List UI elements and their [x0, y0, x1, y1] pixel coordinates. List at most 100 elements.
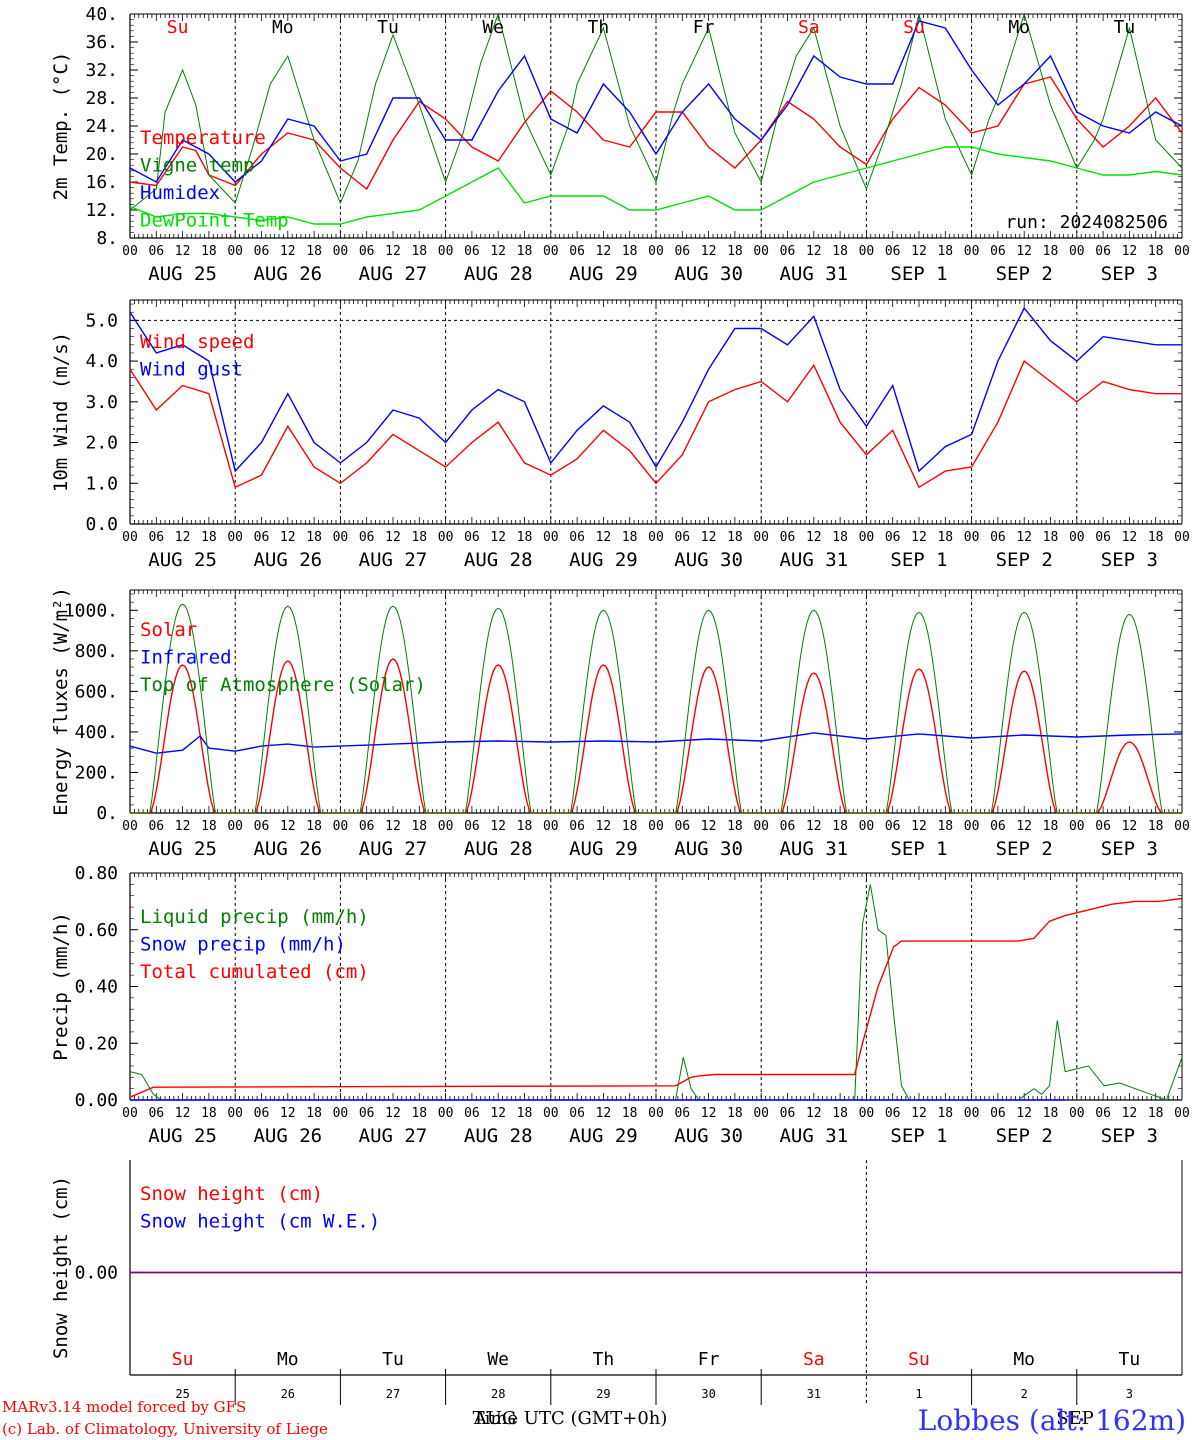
hour-tick-label: 12	[911, 530, 927, 545]
y-tick-label: 1.0	[85, 473, 118, 494]
y-tick-label: 0.80	[75, 863, 118, 884]
y-tick-label: 600.	[75, 681, 118, 702]
hour-tick-label: 00	[859, 530, 875, 545]
y-tick-label: 12.	[85, 200, 118, 221]
day-number: 27	[386, 1387, 400, 1401]
weekday-label-bottom: Mo	[277, 1349, 299, 1370]
hour-tick-label: 18	[411, 819, 427, 834]
legend-entry: Infrared	[140, 647, 232, 669]
hour-tick-label: 18	[1148, 244, 1164, 259]
hour-tick-label: 18	[937, 819, 953, 834]
hour-tick-label: 18	[832, 530, 848, 545]
series-line-total-cumulated-cm-	[129, 897, 1183, 1098]
hour-tick-label: 12	[385, 1106, 401, 1121]
hour-tick-label: 06	[359, 244, 375, 259]
panel-3	[129, 589, 1183, 814]
y-tick-label: 2.0	[85, 433, 118, 454]
hour-tick-label: 00	[1174, 819, 1190, 834]
hour-tick-label: 00	[438, 244, 454, 259]
date-label: AUG 31	[779, 838, 848, 860]
date-label: SEP 1	[890, 549, 947, 571]
hour-tick-label: 00	[122, 1106, 138, 1121]
y-tick-label: 16.	[85, 172, 118, 193]
weekday-label-top: Tu	[377, 17, 399, 38]
y-tick-label: 800.	[75, 641, 118, 662]
hour-tick-label: 18	[517, 244, 533, 259]
hour-tick-label: 06	[780, 244, 796, 259]
hour-tick-label: 18	[832, 819, 848, 834]
day-number: 3	[1126, 1387, 1133, 1401]
run-label: run: 2024082506	[1005, 212, 1168, 233]
weekday-label-bottom: Sa	[803, 1349, 825, 1370]
y-tick-label: 32.	[85, 60, 118, 81]
hour-tick-label: 18	[937, 1106, 953, 1121]
hour-tick-label: 12	[596, 819, 612, 834]
hour-tick-label: 12	[806, 1106, 822, 1121]
credit-lab: (c) Lab. of Climatology, University of L…	[2, 1420, 328, 1438]
hour-tick-label: 18	[1043, 819, 1059, 834]
hour-tick-label: 06	[464, 819, 480, 834]
hour-tick-label: 18	[306, 1106, 322, 1121]
hour-tick-label: 00	[753, 819, 769, 834]
hour-tick-label: 18	[832, 244, 848, 259]
legend-entry: Snow height (cm W.E.)	[140, 1211, 380, 1233]
day-number: 26	[281, 1387, 295, 1401]
hour-tick-label: 18	[306, 244, 322, 259]
y-axis-label: Energy fluxes (W/m²)	[50, 587, 72, 816]
hour-tick-label: 12	[911, 244, 927, 259]
hour-tick-label: 00	[543, 1106, 559, 1121]
hour-tick-label: 12	[490, 819, 506, 834]
hour-tick-label: 00	[543, 244, 559, 259]
date-label: AUG 28	[464, 838, 533, 860]
hour-tick-label: 18	[517, 530, 533, 545]
hour-tick-label: 12	[1016, 1106, 1032, 1121]
hour-tick-label: 06	[254, 530, 270, 545]
date-label: SEP 2	[996, 549, 1053, 571]
hour-tick-label: 18	[201, 819, 217, 834]
hour-tick-label: 06	[990, 819, 1006, 834]
hour-tick-label: 18	[517, 1106, 533, 1121]
legend-entry: Snow height (cm)	[140, 1183, 323, 1205]
hour-tick-label: 12	[280, 1106, 296, 1121]
hour-tick-label: 06	[254, 244, 270, 259]
hour-tick-label: 12	[806, 244, 822, 259]
panel-2	[129, 299, 1183, 525]
hour-tick-label: 18	[937, 530, 953, 545]
date-label: SEP 2	[996, 263, 1053, 285]
hour-tick-label: 06	[990, 530, 1006, 545]
hour-tick-label: 12	[280, 819, 296, 834]
hour-tick-label: 12	[911, 819, 927, 834]
date-label: AUG 25	[148, 838, 217, 860]
hour-tick-label: 12	[175, 530, 191, 545]
hour-tick-label: 18	[937, 244, 953, 259]
hour-tick-label: 18	[201, 244, 217, 259]
date-label: SEP 2	[996, 838, 1053, 860]
series-line-top-of-atmosphere-solar-	[130, 603, 1182, 814]
hour-tick-label: 12	[175, 1106, 191, 1121]
y-tick-label: 24.	[85, 116, 118, 137]
hour-tick-label: 12	[596, 530, 612, 545]
date-label: AUG 31	[779, 263, 848, 285]
date-label: AUG 28	[464, 1125, 533, 1147]
hour-tick-label: 06	[148, 1106, 164, 1121]
hour-tick-label: 00	[859, 819, 875, 834]
hour-tick-label: 18	[201, 1106, 217, 1121]
hour-tick-label: 18	[1148, 530, 1164, 545]
hour-tick-label: 18	[1043, 530, 1059, 545]
date-label: AUG 30	[674, 549, 743, 571]
y-tick-label: 36.	[85, 32, 118, 53]
hour-tick-label: 06	[148, 530, 164, 545]
hour-tick-label: 06	[780, 1106, 796, 1121]
hour-tick-label: 00	[964, 1106, 980, 1121]
date-label: AUG 31	[779, 549, 848, 571]
bottom-month-sep: SEP	[1056, 1408, 1094, 1429]
weekday-label-top: Th	[588, 17, 610, 38]
hour-tick-label: 06	[148, 244, 164, 259]
hour-tick-label: 12	[175, 244, 191, 259]
hour-tick-label: 12	[1016, 819, 1032, 834]
hour-tick-label: 18	[1148, 1106, 1164, 1121]
weekday-label-top: Su	[903, 17, 925, 38]
y-tick-label: 5.0	[85, 310, 118, 331]
weekday-label-top: Mo	[1008, 17, 1030, 38]
station-name: Lobbes (alt: 162m)	[918, 1404, 1186, 1437]
